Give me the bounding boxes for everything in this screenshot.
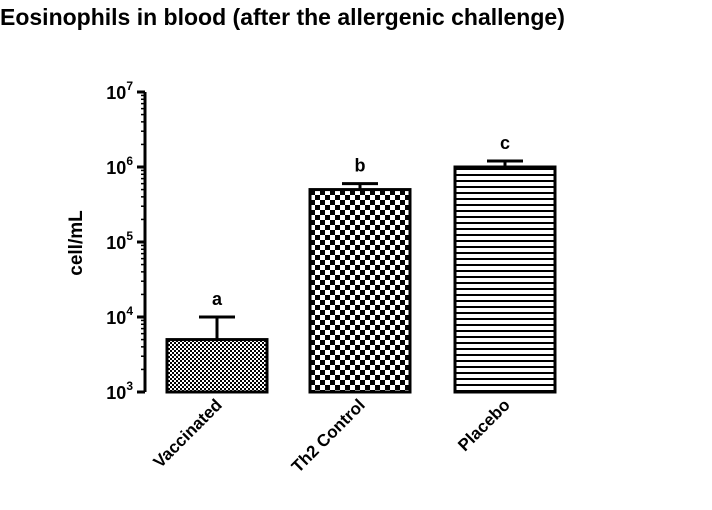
significance-label: b [355, 156, 366, 176]
y-tick-label: 106 [106, 154, 133, 178]
y-tick-label: 103 [106, 379, 133, 403]
significance-label: c [500, 133, 510, 153]
error-bars-layer [199, 159, 523, 340]
bar-placebo [453, 165, 557, 394]
category-labels-layer: Vaccinated Th2 Control Placebo [150, 395, 514, 476]
y-tick-label: 105 [106, 229, 133, 253]
chart-title: Eosinophils in blood (after the allergen… [0, 4, 565, 30]
bar-th2-control [308, 188, 412, 394]
category-label: Placebo [454, 395, 514, 455]
significance-labels-layer: a b c [212, 133, 510, 309]
y-ticks-layer: 103 104 105 106 107 [106, 79, 145, 403]
bar-vaccinated [165, 338, 269, 394]
category-label: Th2 Control [288, 395, 369, 476]
y-axis-title: cell/mL [66, 210, 87, 276]
significance-label: a [212, 289, 223, 309]
bars-layer [165, 165, 557, 394]
category-label: Vaccinated [150, 395, 226, 471]
y-tick-label: 107 [106, 79, 133, 103]
y-tick-label: 104 [106, 304, 133, 328]
